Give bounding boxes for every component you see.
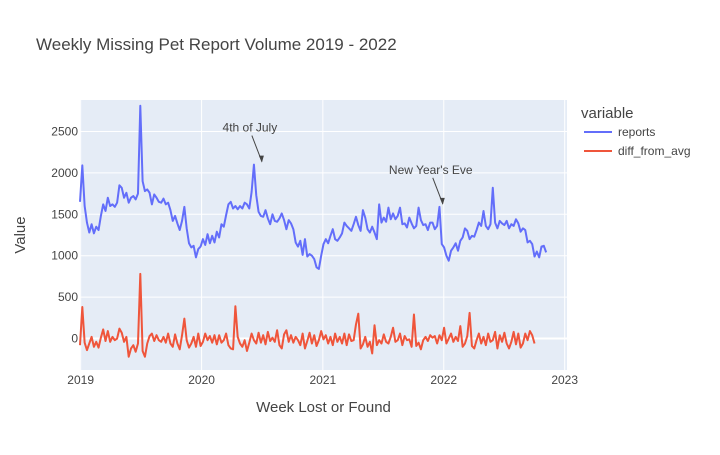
x-axis-ticks: 2019 2020 2021 2022 2023 (67, 373, 578, 387)
y-tick-label: 1500 (51, 207, 78, 221)
annotation-label: New Year's Eve (389, 163, 473, 177)
annotation-layer: 4th of July New Year's Eve (223, 121, 473, 205)
legend-item-diff_from_avg[interactable]: diff_from_avg (584, 144, 691, 158)
y-tick-label: 0 (71, 332, 78, 346)
y-tick-label: 500 (58, 290, 78, 304)
legend-title: variable (581, 105, 634, 122)
y-tick-label: 2000 (51, 166, 78, 180)
y-tick-label: 2500 (51, 124, 78, 138)
series-line-diff_from_avg (79, 272, 536, 358)
legend-label: diff_from_avg (618, 144, 691, 158)
plot-area (80, 100, 567, 370)
x-tick-label: 2022 (430, 373, 457, 387)
legend-item-reports[interactable]: reports (584, 125, 655, 139)
x-axis-label: Week Lost or Found (256, 399, 391, 416)
series-line-reports (79, 104, 548, 270)
x-tick-label: 2020 (188, 373, 215, 387)
legend-items[interactable]: reports diff_from_avg (584, 125, 691, 158)
annotation-arrowhead (258, 155, 264, 163)
x-tick-label: 2019 (67, 373, 94, 387)
annotation-arrowhead (439, 197, 445, 205)
y-tick-label: 1000 (51, 249, 78, 263)
x-tick-label: 2023 (551, 373, 578, 387)
chart-title: Weekly Missing Pet Report Volume 2019 - … (36, 35, 397, 54)
x-tick-label: 2021 (309, 373, 336, 387)
y-axis-ticks: 0 500 1000 1500 2000 2500 (51, 124, 78, 345)
series-layer (79, 104, 548, 358)
legend[interactable]: variable reports diff_from_avg (581, 105, 691, 158)
legend-label: reports (618, 125, 655, 139)
y-axis-label: Value (12, 216, 29, 253)
annotation-label: 4th of July (223, 121, 278, 135)
